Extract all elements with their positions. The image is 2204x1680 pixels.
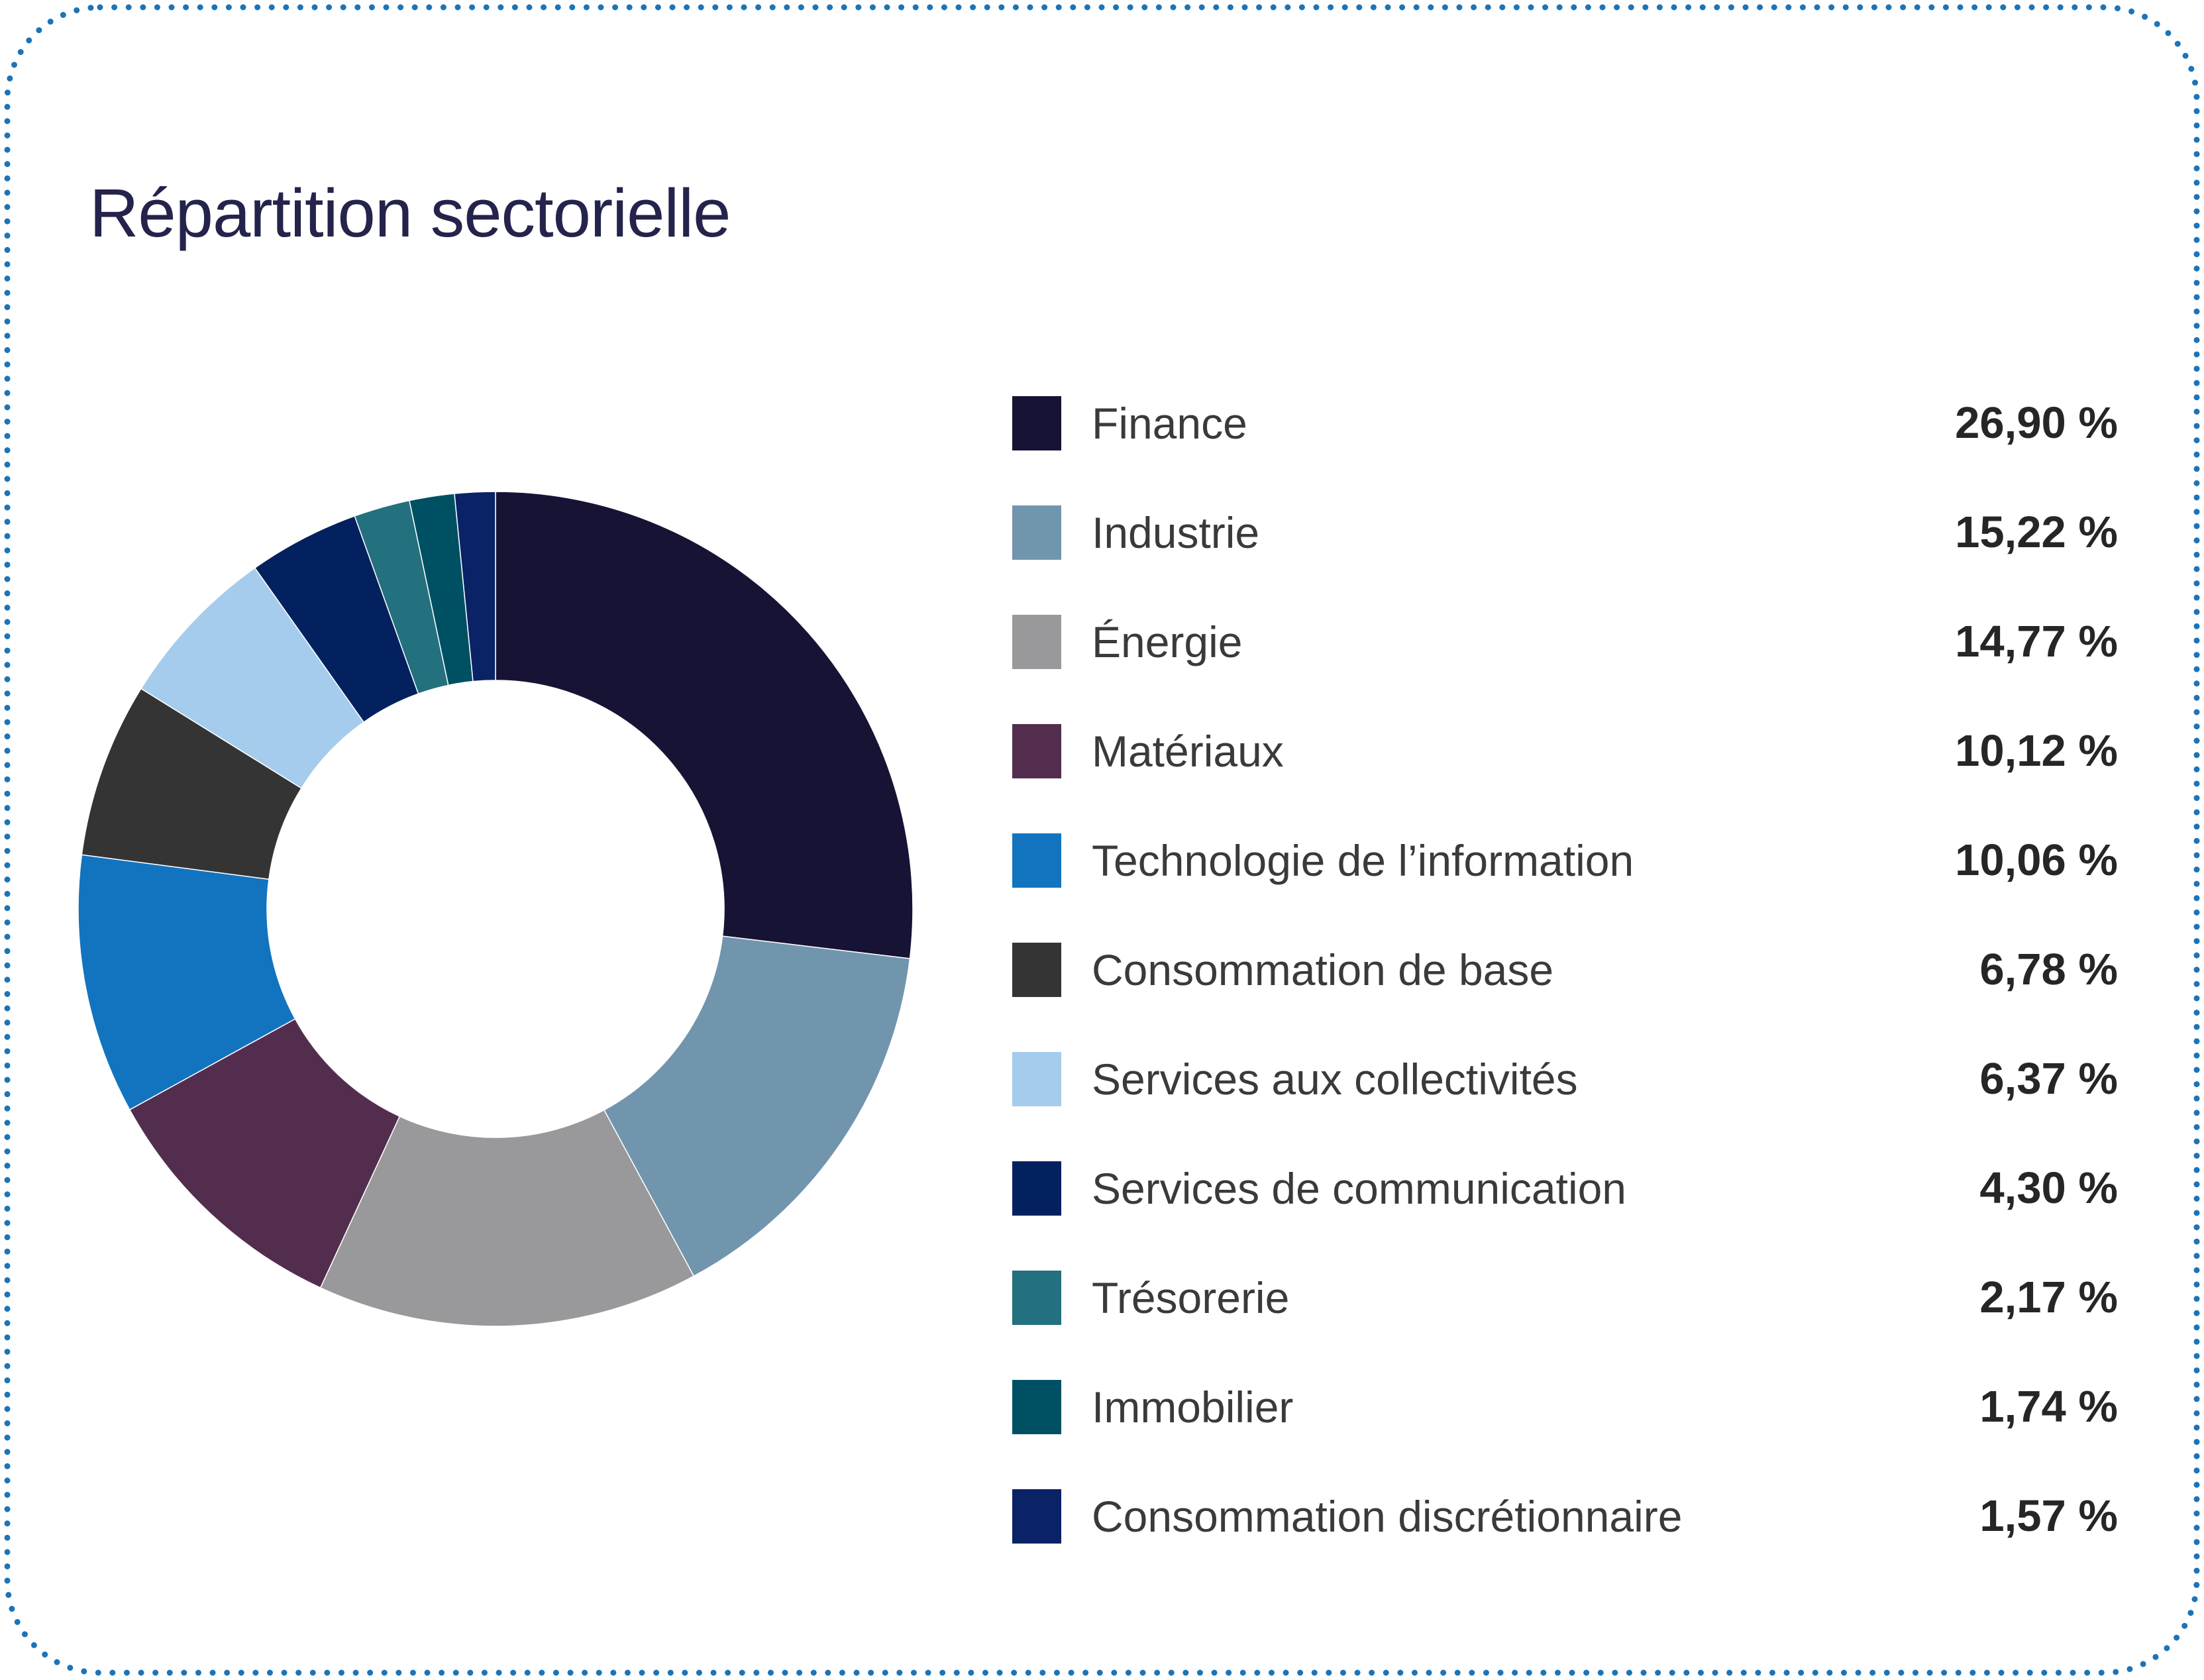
- legend-label: Consommation de base: [1092, 945, 1554, 994]
- legend-label: Énergie: [1092, 617, 1243, 666]
- legend-item: Énergie 14,77 %: [1012, 587, 2118, 696]
- donut-slice-4: [129, 1018, 401, 1288]
- legend-value: 26,90 %: [1955, 398, 2118, 448]
- legend-label: Trésorerie: [1092, 1273, 1290, 1322]
- legend-item: Consommation de base 6,78 %: [1012, 915, 2118, 1024]
- legend-swatch: [1012, 942, 1061, 997]
- legend-swatch: [1012, 1489, 1061, 1544]
- legend-swatch: [1012, 723, 1061, 778]
- legend-swatch: [1012, 395, 1061, 450]
- legend-label: Immobilier: [1092, 1382, 1294, 1432]
- legend-label: Technologie de l’information: [1092, 835, 1634, 885]
- legend-swatch: [1012, 833, 1061, 888]
- donut-slices: [78, 491, 914, 1327]
- legend-label: Services aux collectivités: [1092, 1054, 1578, 1104]
- legend-value: 1,57 %: [1979, 1491, 2118, 1541]
- legend-value: 6,78 %: [1979, 945, 2118, 994]
- legend-item: Finance 26,90 %: [1012, 368, 2118, 478]
- legend-swatch: [1012, 1051, 1061, 1106]
- legend-value: 4,30 %: [1979, 1163, 2118, 1213]
- donut-slice-1: [495, 491, 914, 959]
- legend-swatch: [1012, 614, 1061, 669]
- donut-slice-3: [319, 1109, 695, 1327]
- legend-value: 2,17 %: [1979, 1273, 2118, 1322]
- legend-label: Consommation discrétionnaire: [1092, 1491, 1683, 1541]
- legend-swatch: [1012, 1161, 1061, 1216]
- legend-label: Matériaux: [1092, 726, 1284, 776]
- legend-item: Trésorerie 2,17 %: [1012, 1243, 2118, 1352]
- legend-value: 14,77 %: [1955, 617, 2118, 666]
- page-title: Répartition sectorielle: [89, 175, 731, 251]
- legend-swatch: [1012, 505, 1061, 560]
- legend-label: Industrie: [1092, 507, 1260, 557]
- donut-slice-11: [454, 491, 496, 682]
- legend-value: 15,22 %: [1955, 507, 2118, 557]
- legend-swatch: [1012, 1379, 1061, 1434]
- legend-item: Industrie 15,22 %: [1012, 478, 2118, 587]
- legend-value: 1,74 %: [1979, 1382, 2118, 1432]
- legend-swatch: [1012, 1270, 1061, 1325]
- legend-item: Technologie de l’information 10,06 %: [1012, 806, 2118, 915]
- donut-slice-5: [78, 854, 296, 1110]
- donut-slice-2: [603, 935, 911, 1277]
- legend-item: Matériaux 10,12 %: [1012, 696, 2118, 806]
- legend-item: Immobilier 1,74 %: [1012, 1352, 2118, 1461]
- legend-value: 10,12 %: [1955, 726, 2118, 776]
- legend-value: 10,06 %: [1955, 835, 2118, 885]
- legend-item: Services de communication 4,30 %: [1012, 1133, 2118, 1243]
- legend-item: Services aux collectivités 6,37 %: [1012, 1024, 2118, 1133]
- donut-chart: [78, 491, 914, 1327]
- legend: Finance 26,90 % Industrie 15,22 % Énergi…: [1012, 368, 2118, 1571]
- legend-label: Services de communication: [1092, 1163, 1627, 1213]
- legend-item: Consommation discrétionnaire 1,57 %: [1012, 1461, 2118, 1571]
- legend-label: Finance: [1092, 398, 1247, 448]
- legend-value: 6,37 %: [1979, 1054, 2118, 1104]
